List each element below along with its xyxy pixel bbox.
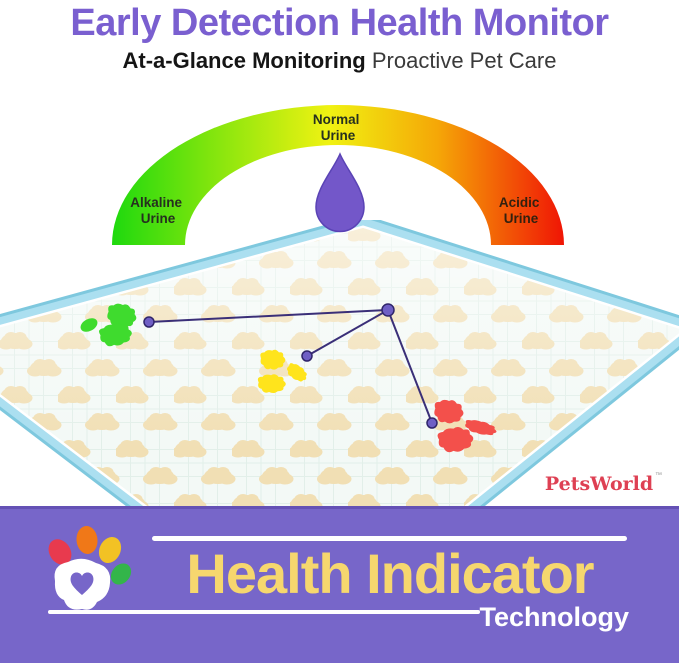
banner-heading: Health Indicator (186, 542, 594, 605)
heart-icon (70, 572, 94, 595)
callout-lines (148, 309, 433, 424)
callout-line-normal (306, 309, 389, 357)
brand-logo: PetsWorld ™ (543, 469, 662, 496)
paw-toe-red (48, 539, 72, 565)
ph-gauge-arc (112, 105, 564, 245)
subtitle-bold: At-a-Glance Monitoring (122, 48, 366, 73)
callout-dot-normal (301, 350, 313, 362)
brand-name: PetsWorld (545, 473, 653, 495)
banner-subheading: Technology (479, 602, 629, 632)
callout-dot-alkaline (143, 316, 155, 328)
subtitle-regular: Proactive Pet Care (371, 48, 557, 73)
callout-dots (143, 303, 438, 429)
paw-toe-orange (76, 526, 98, 554)
banner-divider-bottom (48, 610, 480, 614)
page-subtitle: At-a-Glance Monitoring Proactive Pet Car… (0, 48, 679, 74)
paw-toe-green (110, 563, 132, 585)
callout-line-alkaline (148, 309, 389, 323)
page-title: Early Detection Health Monitor (70, 2, 609, 44)
alkaline-spot (80, 318, 98, 332)
paw-toe-yellow (98, 536, 122, 564)
paw-logo-icon (48, 526, 132, 610)
callout-dot-acidic (426, 417, 438, 429)
callout-junction-dot (381, 303, 395, 317)
brand-pill (543, 469, 661, 496)
bottom-banner: Health Indicator Technology (0, 506, 679, 663)
banner-top-edge (0, 506, 679, 509)
pee-pad-illustration: PetsWorld ™ (0, 220, 679, 507)
brand-trademark: ™ (655, 472, 662, 479)
callout-line-acidic (387, 309, 433, 424)
gauge-label-normal: Normal Urine (313, 112, 363, 143)
gauge-label-alkaline: Alkaline Urine (130, 195, 186, 226)
urine-droplet-icon (315, 152, 365, 233)
pad-light-sheen (0, 228, 679, 507)
ph-gauge: Alkaline Urine Normal Urine Acidic Urine (112, 105, 564, 245)
gauge-label-acidic: Acidic Urine (499, 195, 543, 226)
alkaline-spot-group (80, 301, 139, 348)
banner-divider-top (152, 536, 627, 541)
